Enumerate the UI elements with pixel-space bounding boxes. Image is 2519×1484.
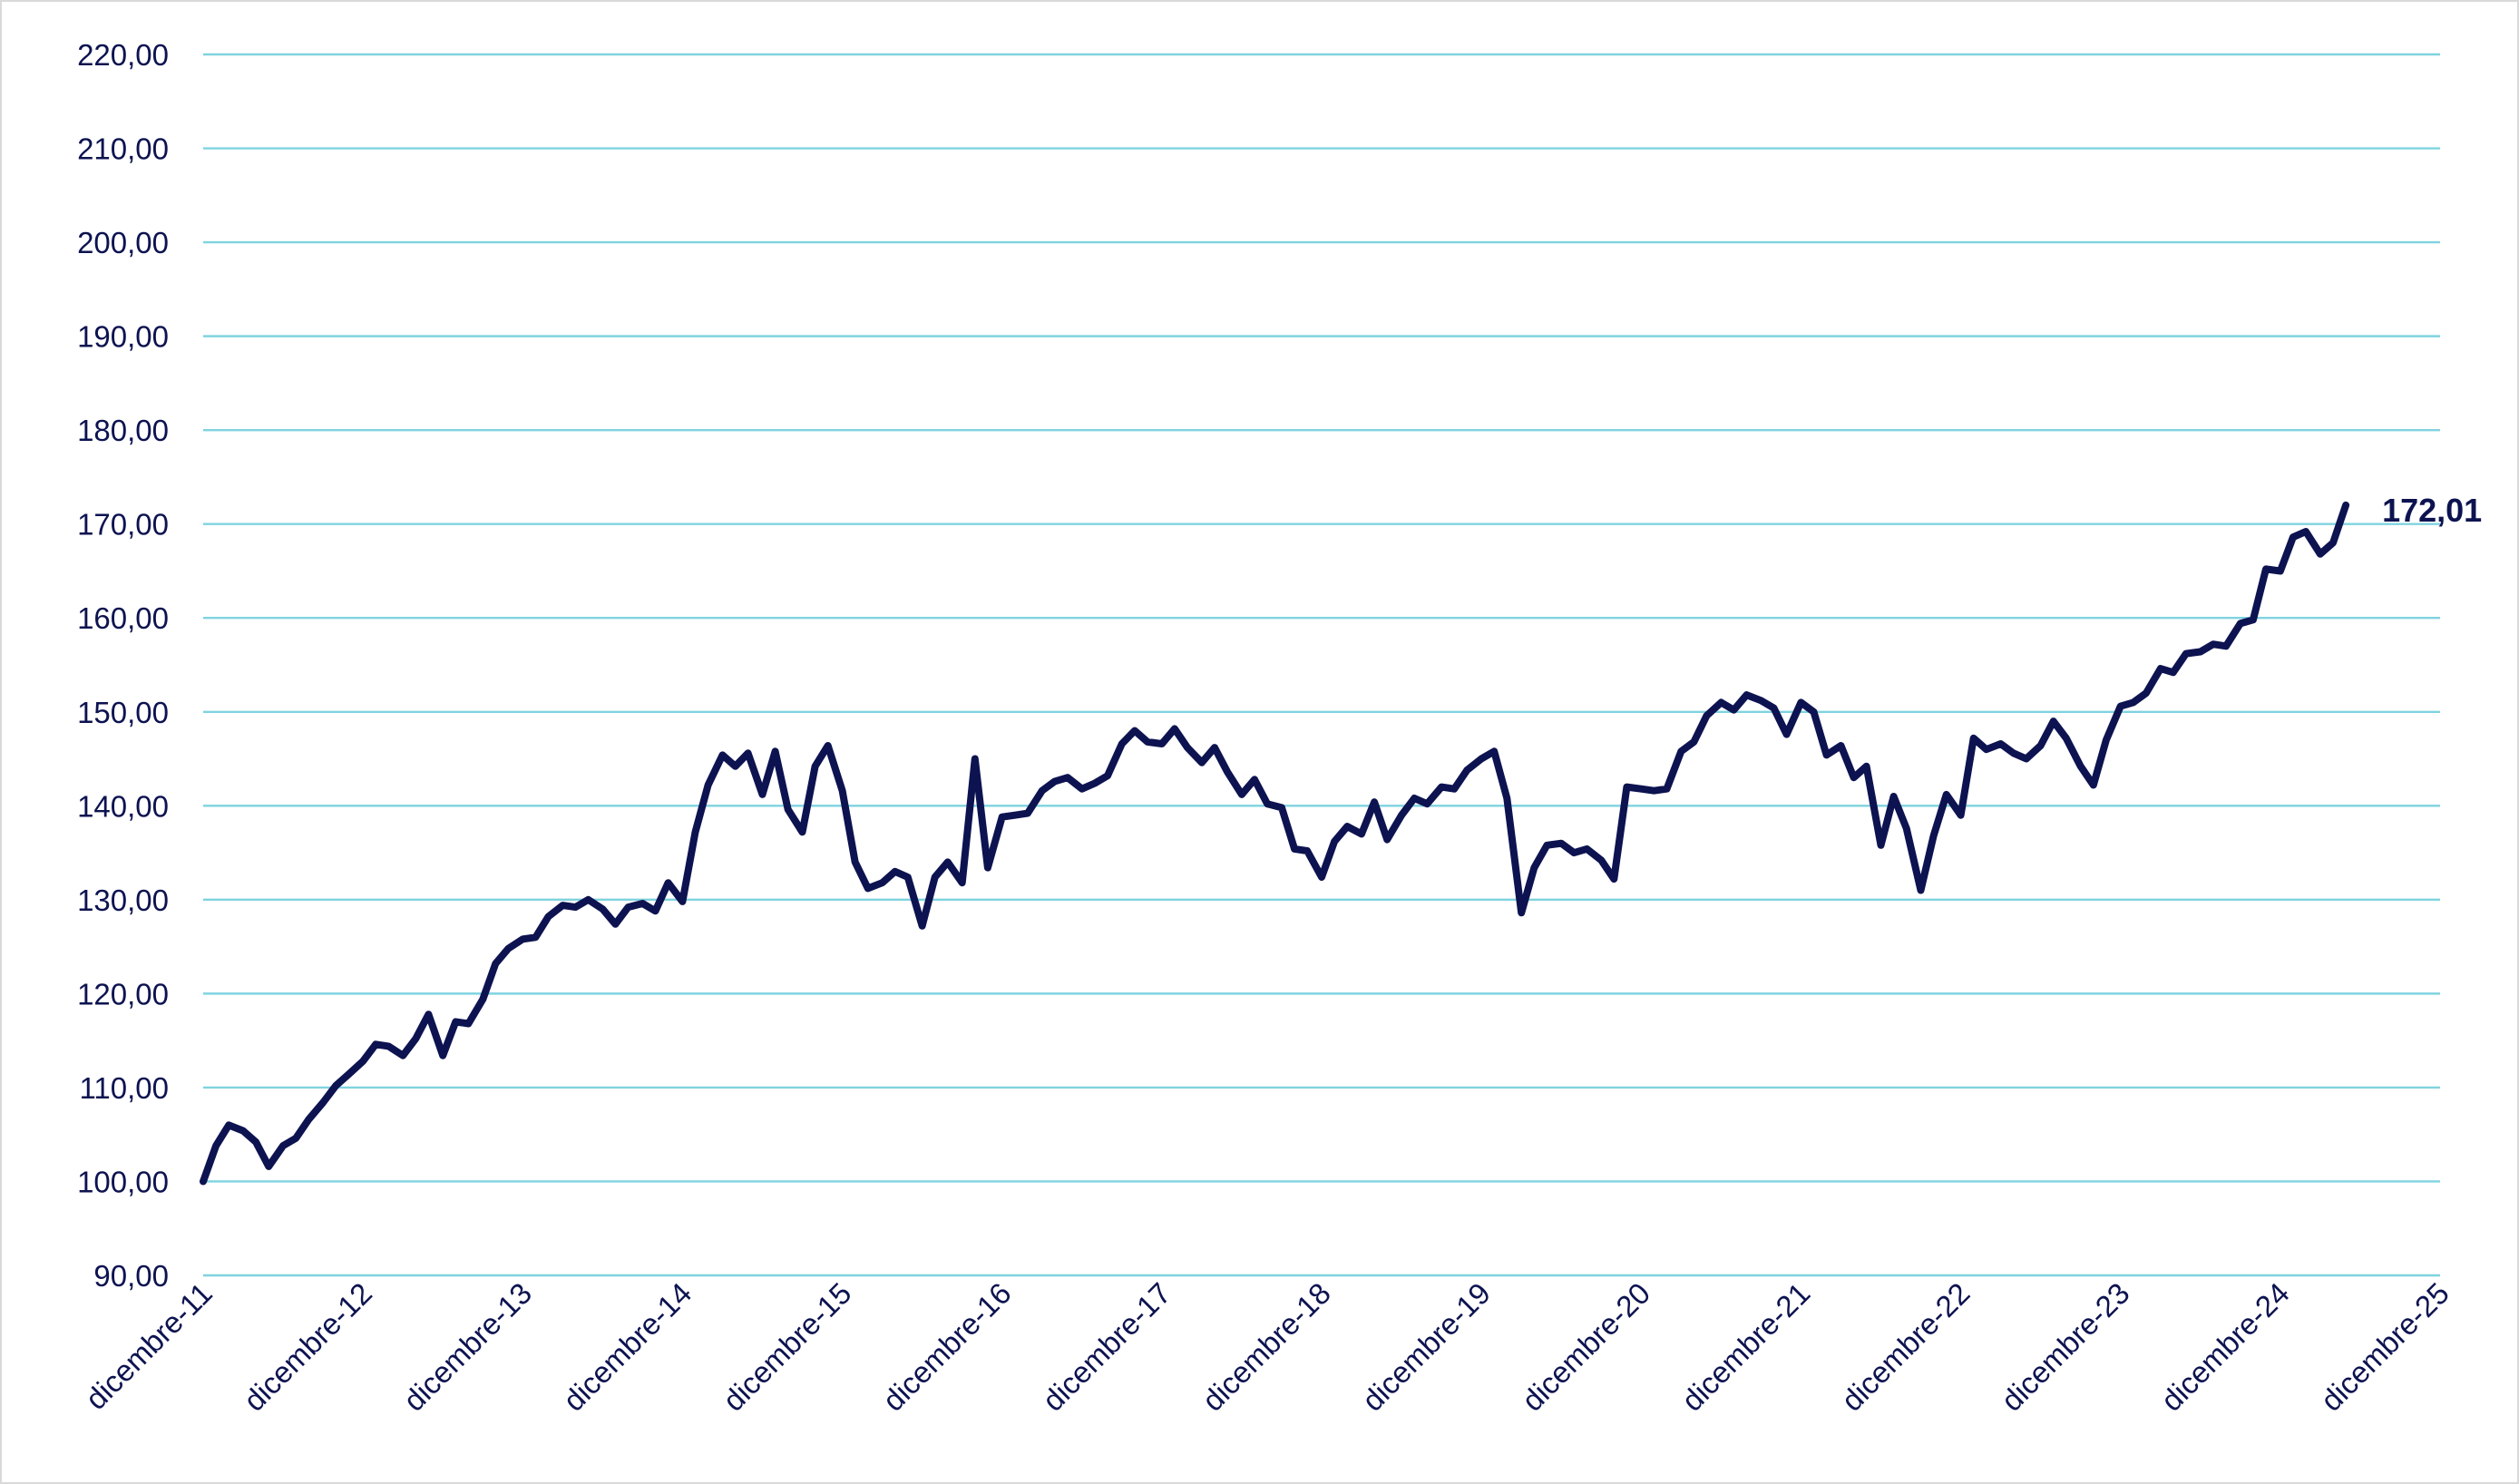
y-tick-label: 180,00 — [77, 414, 169, 447]
x-tick-label: dicembre-22 — [1835, 1276, 1977, 1418]
x-tick-label: dicembre-13 — [396, 1276, 538, 1418]
y-tick-label: 120,00 — [77, 977, 169, 1010]
x-tick-label: dicembre-23 — [1995, 1276, 2136, 1418]
x-tick-label: dicembre-24 — [2154, 1276, 2296, 1418]
x-tick-label: dicembre-20 — [1515, 1276, 1656, 1418]
x-tick-label: dicembre-16 — [876, 1276, 1018, 1418]
y-tick-label: 190,00 — [77, 320, 169, 354]
x-tick-label: dicembre-11 — [79, 1276, 219, 1416]
series-layer — [200, 501, 2350, 1186]
y-axis-tick-labels: 90,00 100,00 110,00 120,00 130,00 140,00 150,0… — [77, 38, 169, 1293]
y-tick-label: 130,00 — [77, 884, 169, 917]
x-tick-label: dicembre-18 — [1196, 1276, 1337, 1418]
x-tick-label: dicembre-19 — [1355, 1276, 1497, 1418]
y-tick-label: 160,00 — [77, 601, 169, 635]
y-tick-label: 90,00 — [93, 1259, 169, 1293]
x-tick-label: dicembre-14 — [557, 1276, 698, 1418]
y-tick-label: 210,00 — [77, 132, 169, 166]
x-tick-label: dicembre-25 — [2314, 1276, 2456, 1418]
x-tick-label: dicembre-21 — [1675, 1276, 1817, 1418]
y-tick-label: 140,00 — [77, 789, 169, 823]
y-tick-label: 200,00 — [77, 226, 169, 259]
series-line — [200, 501, 2350, 1186]
x-tick-label: dicembre-15 — [717, 1276, 858, 1418]
y-tick-label: 220,00 — [77, 38, 169, 72]
end-value-label: 172,01 — [2382, 492, 2482, 529]
gridlines — [203, 53, 2440, 1277]
y-tick-label: 150,00 — [77, 696, 169, 729]
y-tick-label: 110,00 — [80, 1071, 169, 1105]
y-tick-label: 100,00 — [77, 1165, 169, 1198]
x-tick-label: dicembre-17 — [1036, 1276, 1177, 1418]
x-axis-tick-labels: dicembre-11 dicembre-12 dicembre-13 dicembr… — [79, 1276, 2456, 1418]
y-tick-label: 170,00 — [77, 508, 169, 542]
x-tick-label: dicembre-12 — [237, 1276, 378, 1418]
